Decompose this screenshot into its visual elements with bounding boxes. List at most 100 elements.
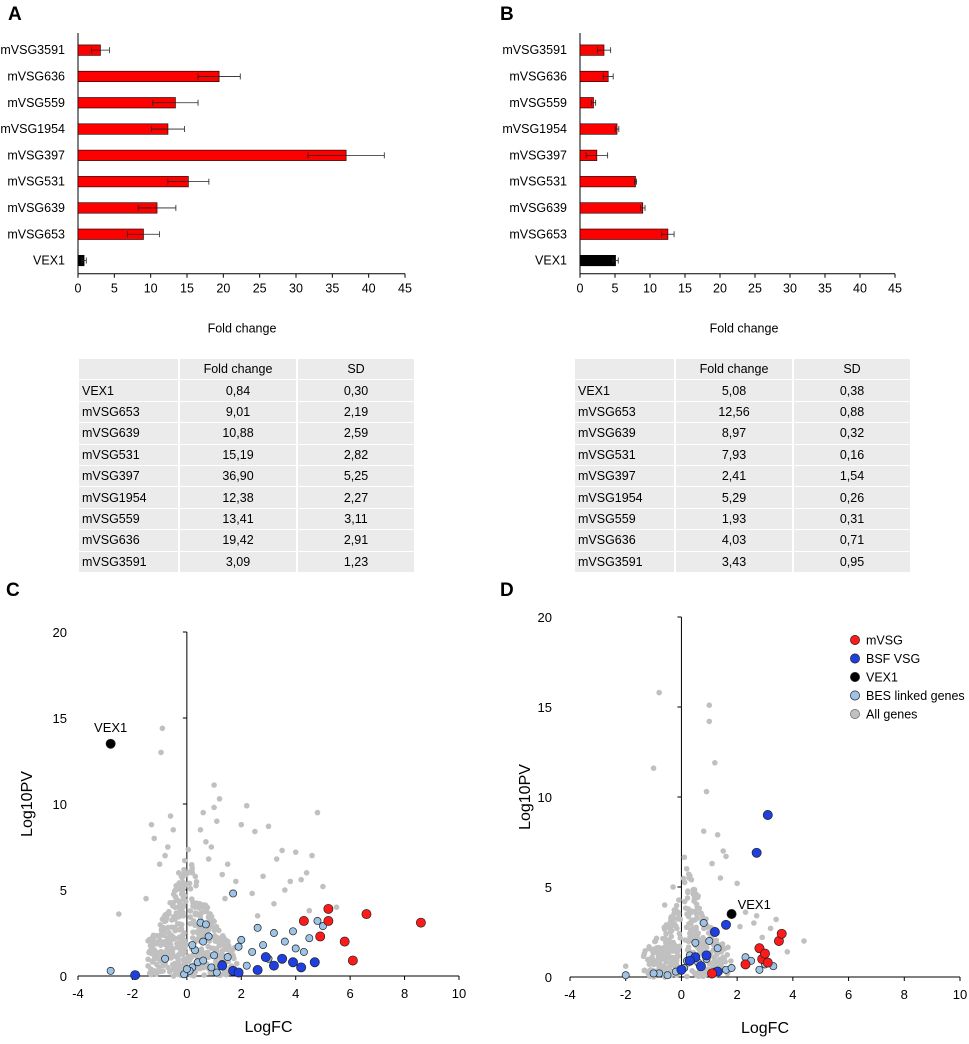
point-all-genes-cloud (189, 867, 195, 873)
y-tick-label: 5 (60, 883, 67, 898)
point-all-genes (170, 827, 177, 833)
point-mvsg (323, 903, 334, 914)
legend-label: All genes (866, 708, 917, 722)
point-mvsg (315, 931, 326, 942)
point-all-genes-cloud (213, 946, 220, 952)
x-tick-label: 10 (452, 986, 466, 1001)
point-bes-linked-genes (161, 954, 170, 963)
point-all-genes-cloud (666, 924, 673, 931)
point-all-genes (706, 702, 713, 708)
fold-change-cell: 12,56 (676, 401, 794, 424)
gene-cell: mVSG639 (79, 423, 180, 445)
fold-change-cell: 36,90 (180, 465, 298, 488)
point-all-genes-cloud (680, 875, 687, 882)
point-all-genes-cloud (663, 930, 669, 937)
point-mvsg (707, 968, 718, 979)
bar-chart-b: mVSG3591 mVSG636 mVSG559 mVSG1954 mVSG397 mVS… (502, 33, 902, 336)
point-bes-linked-genes (691, 938, 700, 947)
point-all-genes (751, 920, 757, 926)
point-bes-linked-genes (269, 929, 278, 937)
fold-change-cell: 0,84 (180, 380, 298, 402)
fold-change-cell: 8,97 (676, 423, 794, 445)
point-all-genes-cloud (204, 904, 211, 911)
gene-cell: mVSG3591 (575, 551, 676, 573)
point-all-genes (148, 821, 155, 828)
fold-change-cell: 9,01 (180, 401, 298, 424)
category-label: mVSG397 (7, 148, 65, 162)
point-all-genes (156, 861, 163, 867)
point-bes-linked-genes (234, 942, 243, 951)
point-all-genes-cloud (682, 905, 689, 911)
point-all-genes-cloud (675, 953, 681, 960)
point-all-genes (254, 913, 261, 919)
point-all-genes-cloud (181, 930, 187, 936)
point-bes-linked-genes (299, 947, 308, 956)
x-tick-label: 0 (577, 282, 584, 296)
legend-marker-bes-linked-genes (850, 690, 860, 701)
point-all-genes-cloud (690, 886, 697, 893)
point-all-genes-cloud (199, 951, 206, 958)
point-mvsg (323, 916, 334, 926)
point-all-genes-cloud (180, 902, 187, 909)
point-bes-linked-genes (223, 953, 232, 962)
gene-cell: mVSG397 (79, 465, 180, 488)
point-bsf-vsg (252, 965, 263, 975)
bar-mVSG653 (579, 228, 669, 240)
point-all-genes-cloud (153, 939, 160, 946)
point-bes-linked-genes (621, 971, 630, 980)
point-bes-linked-genes (649, 969, 658, 978)
point-all-genes-cloud (174, 940, 180, 947)
point-all-genes (211, 782, 217, 788)
table-row: mVSG397 36,90 5,25 (79, 465, 416, 488)
point-bes-linked-genes (289, 927, 297, 936)
point-all-genes (773, 916, 779, 923)
gene-cell: mVSG653 (575, 401, 676, 424)
x-tick-label: 30 (783, 282, 797, 296)
point-all-genes-cloud (196, 905, 203, 911)
sd-cell: 0,31 (794, 508, 912, 531)
point-all-genes-cloud (641, 950, 648, 957)
point-all-genes (801, 938, 807, 944)
point-all-genes-cloud (166, 948, 172, 954)
table-row: mVSG653 12,56 0,88 (575, 401, 912, 424)
point-all-genes-cloud (201, 972, 208, 978)
point-bes-linked-genes (305, 934, 314, 943)
point-all-genes (249, 890, 255, 897)
table-row: mVSG531 7,93 0,16 (575, 444, 912, 466)
point-all-genes-cloud (219, 950, 225, 957)
legend-marker-vex1 (850, 672, 860, 682)
point-all-genes (333, 904, 340, 910)
point-mvsg (339, 936, 350, 947)
legend-marker-mvsg (850, 635, 860, 645)
point-all-genes-cloud (711, 954, 718, 960)
point-all-genes-cloud (165, 924, 171, 931)
x-tick-label: -2 (620, 987, 632, 1002)
point-all-genes (219, 871, 226, 878)
point-all-genes-cloud (686, 920, 692, 927)
point-all-genes (670, 884, 676, 890)
point-mvsg (347, 955, 358, 966)
point-bes-linked-genes (207, 963, 216, 972)
point-all-genes-cloud (178, 891, 185, 897)
volcano-plot-d: 0 5 10 15 20 -4 -2 0 2 4 6 8 10 LogFC Log10PV VEX1 mVSG B… (517, 610, 967, 1037)
point-vex1 (105, 738, 116, 749)
fold-change-cell: 12,38 (180, 487, 298, 509)
x-tick-label: 0 (183, 986, 190, 1001)
point-all-genes-cloud (654, 957, 660, 963)
y-tick-label: 20 (538, 610, 552, 625)
point-all-genes-cloud (233, 960, 240, 967)
point-all-genes-cloud (646, 961, 653, 968)
point-all-genes-cloud (211, 918, 217, 925)
fold-change-table-b: Fold change SD VEX1 5,08 0,38 mVSG653 12,56 0,8… (575, 359, 912, 573)
point-all-genes (151, 835, 157, 842)
point-all-genes (737, 923, 743, 930)
point-all-genes-cloud (153, 971, 160, 977)
point-all-genes (723, 853, 729, 860)
point-all-genes (279, 847, 285, 854)
point-all-genes-cloud (193, 882, 199, 889)
gene-cell: VEX1 (575, 380, 676, 402)
sd-cell: 2,27 (298, 487, 416, 509)
point-all-genes-cloud (187, 920, 193, 927)
point-all-genes (178, 873, 185, 880)
point-all-genes-cloud (698, 972, 705, 979)
